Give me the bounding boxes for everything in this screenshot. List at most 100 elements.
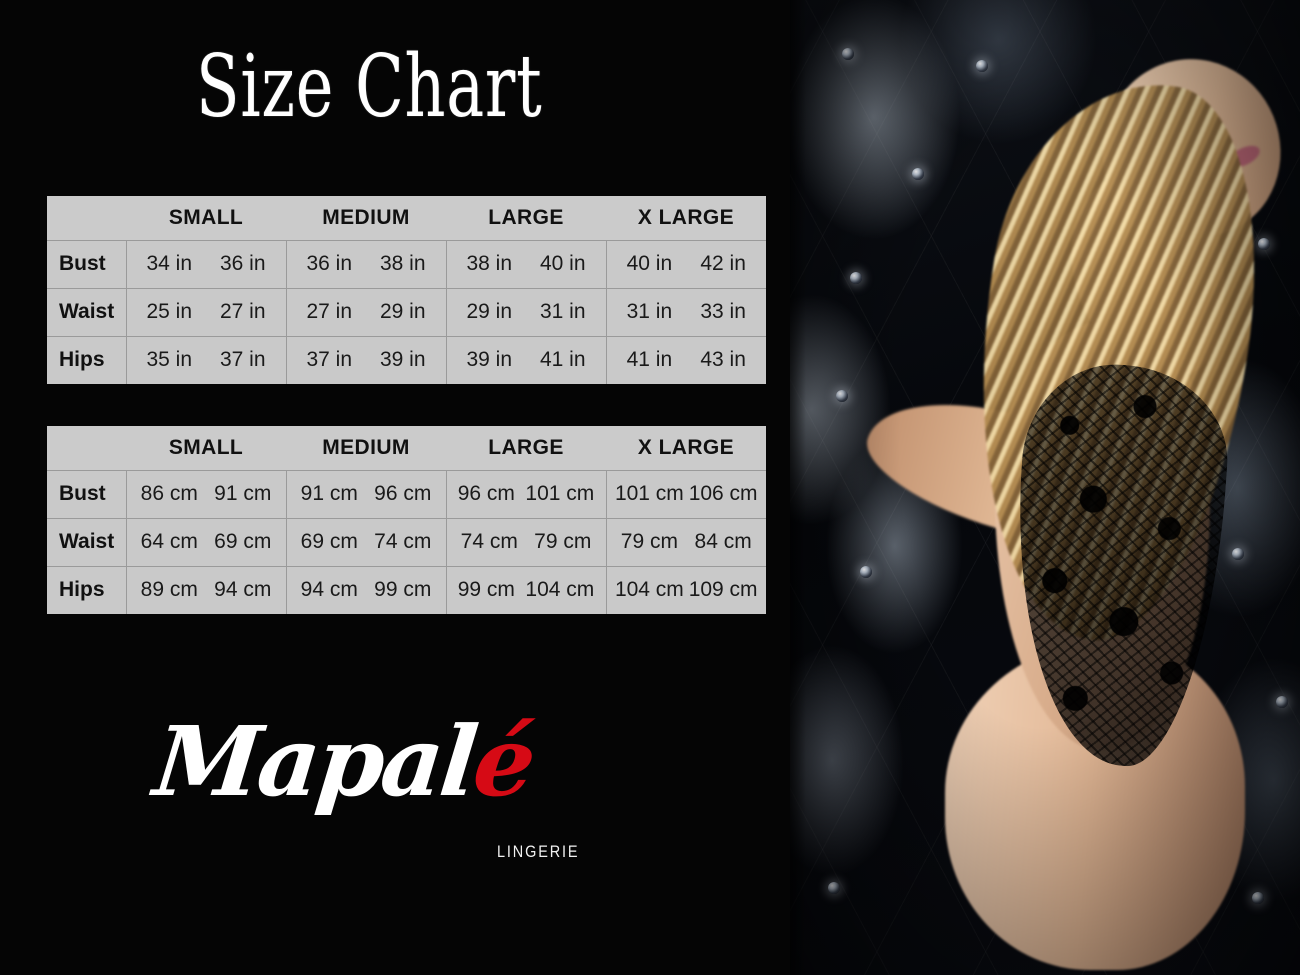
measurement-cell: 41 in 43 in	[605, 335, 766, 384]
table-head: SMALL MEDIUM LARGE X LARGE	[47, 196, 766, 240]
measurement-max: 74 cm	[374, 530, 432, 553]
size-table-inches: SMALL MEDIUM LARGE X LARGE Bust 34 in 36…	[47, 196, 766, 384]
column-header-medium: MEDIUM	[286, 426, 446, 470]
size-table-centimeters: SMALL MEDIUM LARGE X LARGE Bust 86 cm 91…	[47, 426, 766, 614]
measurement-cell: 38 in 40 in	[445, 239, 607, 289]
brand-wordmark: Mapalé	[149, 705, 538, 818]
row-label-bust: Bust	[47, 469, 127, 519]
measurement-min: 31 in	[626, 300, 673, 323]
table-row: Hips 89 cm 94 cm 94 cm 99 cm 99 cm 104 c…	[47, 565, 766, 614]
table-corner-cell	[47, 426, 126, 470]
measurement-min: 36 in	[306, 252, 353, 275]
measurement-max: 36 in	[219, 252, 266, 275]
model-figure	[853, 20, 1300, 975]
measurement-max: 37 in	[219, 348, 266, 372]
measurement-cell: 34 in 36 in	[125, 239, 287, 289]
measurement-min: 27 in	[306, 300, 353, 323]
measurement-max: 42 in	[700, 252, 746, 275]
measurement-max: 31 in	[539, 300, 586, 323]
measurement-min: 37 in	[306, 348, 353, 372]
measurement-max: 91 cm	[214, 482, 272, 505]
measurement-cell: 91 cm 96 cm	[285, 469, 447, 519]
measurement-cell: 96 cm 101 cm	[445, 469, 607, 519]
measurement-min: 91 cm	[300, 482, 358, 505]
measurement-cell: 35 in 37 in	[125, 335, 287, 384]
table-corner-cell	[47, 196, 126, 240]
table-row: Waist 64 cm 69 cm 69 cm 74 cm 74 cm 79 c…	[47, 517, 766, 567]
measurement-max: 109 cm	[688, 578, 758, 602]
upholstery-stud	[850, 272, 862, 284]
column-header-small: SMALL	[126, 426, 286, 470]
measurement-max: 38 in	[379, 252, 426, 275]
measurement-cell: 27 in 29 in	[285, 287, 447, 337]
measurement-min: 39 in	[466, 348, 513, 372]
table-header-row: SMALL MEDIUM LARGE X LARGE	[47, 196, 766, 240]
measurement-cell: 104 cm 109 cm	[605, 565, 766, 614]
measurement-cell: 25 in 27 in	[125, 287, 287, 337]
upholstery-stud	[836, 390, 848, 402]
measurement-cell: 101 cm 106 cm	[605, 469, 766, 519]
column-header-medium: MEDIUM	[286, 196, 446, 240]
model-photo	[780, 0, 1300, 975]
measurement-cell: 29 in 31 in	[445, 287, 607, 337]
measurement-min: 104 cm	[614, 578, 684, 602]
measurement-cell: 86 cm 91 cm	[125, 469, 287, 519]
measurement-max: 39 in	[379, 348, 426, 372]
measurement-min: 35 in	[146, 348, 193, 372]
measurement-cell: 69 cm 74 cm	[285, 517, 447, 567]
measurement-cell: 79 cm 84 cm	[605, 517, 766, 567]
measurement-min: 101 cm	[614, 482, 684, 505]
content-panel: Size Chart SMALL MEDIUM LARGE X LARGE Bu…	[47, 44, 766, 889]
measurement-max: 79 cm	[534, 530, 592, 553]
measurement-max: 27 in	[219, 300, 266, 323]
measurement-min: 89 cm	[140, 578, 198, 602]
table-row: Hips 35 in 37 in 37 in 39 in 39 in 41 in…	[47, 335, 766, 384]
brand-subtitle: LINGERIE	[497, 842, 580, 861]
column-header-large: LARGE	[446, 426, 606, 470]
column-header-xlarge: X LARGE	[606, 426, 766, 470]
upholstery-stud	[828, 882, 840, 894]
measurement-cell: 36 in 38 in	[285, 239, 447, 289]
measurement-min: 94 cm	[300, 578, 358, 602]
row-label-waist: Waist	[47, 517, 127, 567]
measurement-min: 38 in	[466, 252, 513, 275]
measurement-min: 41 in	[626, 348, 673, 372]
measurement-min: 79 cm	[620, 530, 678, 553]
measurement-min: 64 cm	[140, 530, 198, 553]
brand-accent-letter: é	[468, 705, 539, 818]
column-header-large: LARGE	[446, 196, 606, 240]
measurement-max: 104 cm	[525, 578, 595, 602]
measurement-max: 84 cm	[694, 530, 752, 553]
measurement-max: 43 in	[700, 348, 746, 372]
measurement-cell: 74 cm 79 cm	[445, 517, 607, 567]
measurement-max: 96 cm	[374, 482, 432, 505]
measurement-max: 101 cm	[525, 482, 595, 505]
row-label-hips: Hips	[47, 335, 127, 384]
measurement-cell: 64 cm 69 cm	[125, 517, 287, 567]
measurement-min: 69 cm	[300, 530, 358, 553]
table-header-row: SMALL MEDIUM LARGE X LARGE	[47, 426, 766, 470]
measurement-cell: 31 in 33 in	[605, 287, 766, 337]
measurement-cell: 39 in 41 in	[445, 335, 607, 384]
brand-logo: Mapalé LINGERIE	[149, 705, 590, 889]
upholstery-stud	[860, 566, 872, 578]
measurement-max: 41 in	[539, 348, 586, 372]
table-row: Bust 34 in 36 in 36 in 38 in 38 in 40 in…	[47, 239, 766, 289]
measurement-min: 86 cm	[140, 482, 198, 505]
measurement-min: 74 cm	[460, 530, 518, 553]
measurement-min: 25 in	[146, 300, 193, 323]
column-header-small: SMALL	[126, 196, 286, 240]
measurement-max: 33 in	[700, 300, 746, 323]
table-body: Bust 34 in 36 in 36 in 38 in 38 in 40 in…	[47, 239, 766, 384]
measurement-min: 96 cm	[457, 482, 515, 505]
table-body: Bust 86 cm 91 cm 91 cm 96 cm 96 cm 101 c…	[47, 469, 766, 614]
measurement-cell: 37 in 39 in	[285, 335, 447, 384]
measurement-min: 99 cm	[457, 578, 515, 602]
measurement-max: 69 cm	[214, 530, 272, 553]
column-header-xlarge: X LARGE	[606, 196, 766, 240]
table-head: SMALL MEDIUM LARGE X LARGE	[47, 426, 766, 470]
measurement-cell: 94 cm 99 cm	[285, 565, 447, 614]
measurement-max: 106 cm	[688, 482, 758, 505]
upholstery-stud	[842, 48, 854, 60]
